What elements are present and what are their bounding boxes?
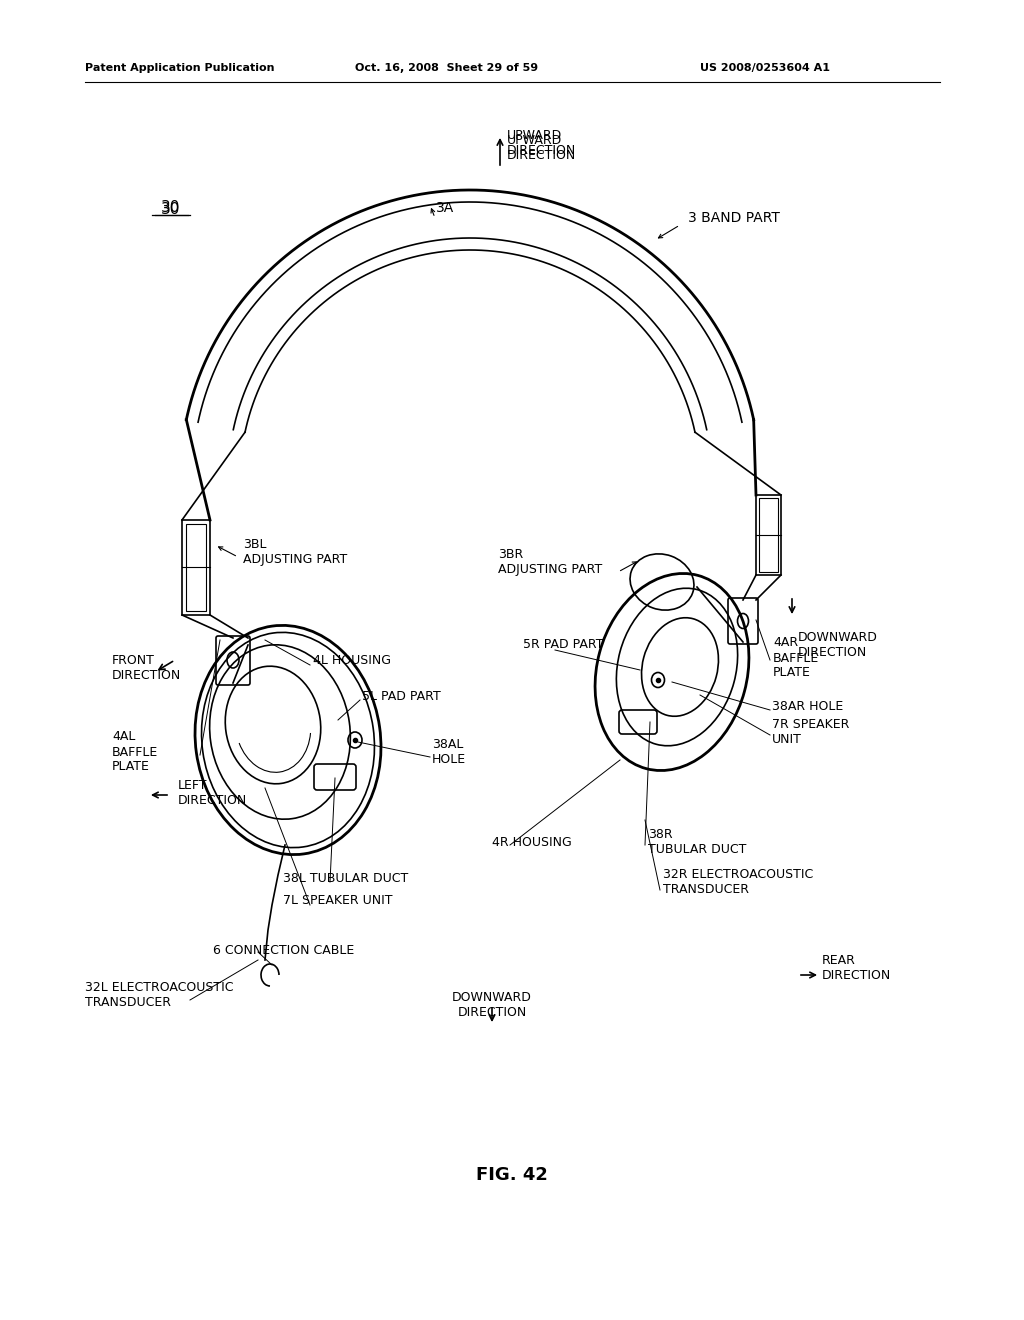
Text: 3BL
ADJUSTING PART: 3BL ADJUSTING PART — [243, 539, 347, 566]
Text: Patent Application Publication: Patent Application Publication — [85, 63, 274, 73]
Text: 7R SPEAKER
UNIT: 7R SPEAKER UNIT — [772, 718, 849, 746]
Text: 38L TUBULAR DUCT: 38L TUBULAR DUCT — [283, 871, 409, 884]
Text: 4R HOUSING: 4R HOUSING — [492, 836, 571, 849]
Text: DOWNWARD
DIRECTION: DOWNWARD DIRECTION — [798, 631, 878, 659]
Text: REAR
DIRECTION: REAR DIRECTION — [822, 954, 891, 982]
Text: 3BR
ADJUSTING PART: 3BR ADJUSTING PART — [498, 548, 602, 576]
Text: 38AL
HOLE: 38AL HOLE — [432, 738, 466, 766]
Text: 4AL
BAFFLE
PLATE: 4AL BAFFLE PLATE — [112, 730, 159, 774]
Text: 4AR
BAFFLE
PLATE: 4AR BAFFLE PLATE — [773, 636, 819, 680]
Text: 30: 30 — [161, 201, 179, 215]
Text: FRONT
DIRECTION: FRONT DIRECTION — [112, 653, 181, 682]
Text: US 2008/0253604 A1: US 2008/0253604 A1 — [700, 63, 830, 73]
Text: Oct. 16, 2008  Sheet 29 of 59: Oct. 16, 2008 Sheet 29 of 59 — [355, 63, 539, 73]
Text: 38R
TUBULAR DUCT: 38R TUBULAR DUCT — [648, 828, 746, 855]
Text: UPWARD
DIRECTION: UPWARD DIRECTION — [507, 129, 577, 157]
Text: UPWARD
DIRECTION: UPWARD DIRECTION — [507, 135, 577, 162]
Text: 4L HOUSING: 4L HOUSING — [313, 653, 391, 667]
Text: FIG. 42: FIG. 42 — [476, 1166, 548, 1184]
Text: 32R ELECTROACOUSTIC
TRANSDUCER: 32R ELECTROACOUSTIC TRANSDUCER — [663, 869, 813, 896]
Text: 6 CONNECTION CABLE: 6 CONNECTION CABLE — [213, 944, 354, 957]
Text: 38AR HOLE: 38AR HOLE — [772, 701, 843, 714]
Text: 7L SPEAKER UNIT: 7L SPEAKER UNIT — [283, 894, 392, 907]
Text: 3 BAND PART: 3 BAND PART — [688, 211, 780, 224]
Text: 3A: 3A — [436, 201, 454, 215]
Text: 5L PAD PART: 5L PAD PART — [362, 690, 440, 704]
Text: DOWNWARD
DIRECTION: DOWNWARD DIRECTION — [452, 991, 531, 1019]
Text: 5R PAD PART: 5R PAD PART — [523, 639, 603, 652]
Text: LEFT
DIRECTION: LEFT DIRECTION — [178, 779, 247, 807]
Text: 32L ELECTROACOUSTIC
TRANSDUCER: 32L ELECTROACOUSTIC TRANSDUCER — [85, 981, 233, 1008]
Text: 30: 30 — [161, 202, 179, 218]
